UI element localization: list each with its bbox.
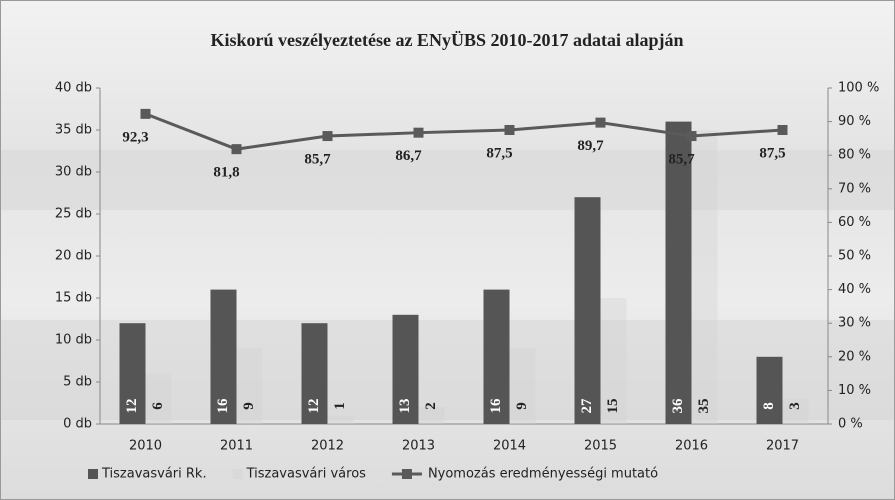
bar-value-label: 6 [150, 402, 166, 410]
bar [327, 415, 354, 424]
y2-tick-label: 30 % [838, 316, 871, 331]
x-tick-label: 2016 [675, 439, 708, 454]
line-marker [777, 125, 788, 135]
y-tick-label: 0 db [63, 417, 92, 432]
x-tick-label: 2010 [129, 439, 162, 454]
bar-value-label: 12 [124, 399, 140, 414]
line-marker [322, 131, 333, 142]
bar-value-label: 9 [514, 402, 530, 410]
line-value-label: 89,7 [577, 138, 604, 154]
bar [236, 348, 263, 424]
bar-value-label: 36 [670, 398, 686, 414]
legend-swatch [88, 469, 98, 479]
y2-tick-label: 80 % [838, 148, 871, 163]
line-marker [504, 125, 515, 135]
y2-tick-label: 100 % [838, 81, 879, 96]
x-tick-label: 2013 [402, 439, 435, 454]
line-value-label: 92,3 [122, 129, 148, 145]
line-value-label: 87,5 [486, 145, 512, 161]
bar-value-label: 12 [306, 399, 322, 414]
y2-tick-label: 70 % [838, 181, 871, 196]
line-marker [231, 144, 242, 155]
y-tick-label: 30 db [55, 165, 92, 180]
bar [600, 298, 627, 424]
legend-label: Tiszavasvári Rk. [101, 467, 207, 482]
bar-value-label: 35 [696, 399, 712, 414]
y2-tick-label: 50 % [838, 249, 871, 264]
line-marker [686, 131, 697, 142]
x-tick-label: 2012 [311, 439, 344, 454]
y-tick-label: 20 db [55, 249, 92, 264]
legend-label: Tiszavasvári város [246, 467, 367, 482]
bar [756, 356, 783, 424]
bar-value-label: 13 [397, 399, 413, 414]
bar-value-label: 27 [579, 398, 595, 414]
bar [392, 314, 419, 424]
y-tick-label: 25 db [55, 207, 92, 222]
y-tick-label: 15 db [55, 291, 92, 306]
y2-tick-label: 90 % [838, 114, 871, 129]
line-marker [140, 108, 151, 119]
x-tick-label: 2017 [766, 439, 799, 454]
line-value-label: 86,7 [395, 148, 422, 164]
line-value-label: 81,8 [213, 165, 239, 181]
y-tick-label: 5 db [63, 375, 92, 390]
bar-value-label: 9 [241, 402, 257, 410]
bar [665, 121, 692, 424]
bar-value-label: 16 [215, 398, 231, 414]
line-value-label: 85,7 [304, 151, 331, 167]
y2-tick-label: 60 % [838, 215, 871, 230]
line-value-label: 87,5 [759, 145, 785, 161]
bar-value-label: 1 [332, 402, 348, 410]
x-tick-label: 2014 [493, 439, 526, 454]
background-band [0, 150, 895, 210]
x-tick-label: 2011 [220, 439, 253, 454]
bar [145, 373, 172, 424]
bar-value-label: 3 [787, 402, 803, 410]
line-value-label: 85,7 [668, 151, 695, 167]
bar-value-label: 8 [761, 402, 777, 410]
y-tick-label: 35 db [55, 123, 92, 138]
y-tick-label: 10 db [55, 333, 92, 348]
y2-tick-label: 10 % [838, 383, 871, 398]
chart-title: Kiskorú veszélyeztetése az ENyÜBS 2010-2… [211, 30, 684, 50]
bar [509, 348, 536, 424]
bar [782, 398, 809, 424]
bar [301, 323, 328, 424]
line [144, 112, 783, 151]
y2-tick-label: 40 % [838, 282, 871, 297]
bar-value-label: 16 [488, 398, 504, 414]
bar [210, 289, 237, 424]
y2-tick-label: 0 % [838, 417, 863, 432]
legend-swatch [401, 469, 412, 479]
bar [119, 323, 146, 424]
background-band [0, 320, 895, 420]
y-tick-label: 40 db [55, 81, 92, 96]
y2-tick-label: 20 % [838, 349, 871, 364]
bar [574, 197, 601, 424]
bar [691, 130, 718, 424]
bar-value-label: 2 [423, 402, 439, 410]
bar [418, 407, 445, 424]
x-tick-label: 2015 [584, 439, 617, 454]
bar [483, 289, 510, 424]
line-marker [595, 117, 606, 128]
line-marker [413, 127, 424, 138]
legend-label: Nyomozás eredményességi mutató [428, 467, 658, 482]
bar-value-label: 15 [605, 399, 621, 414]
legend-swatch [232, 469, 243, 479]
